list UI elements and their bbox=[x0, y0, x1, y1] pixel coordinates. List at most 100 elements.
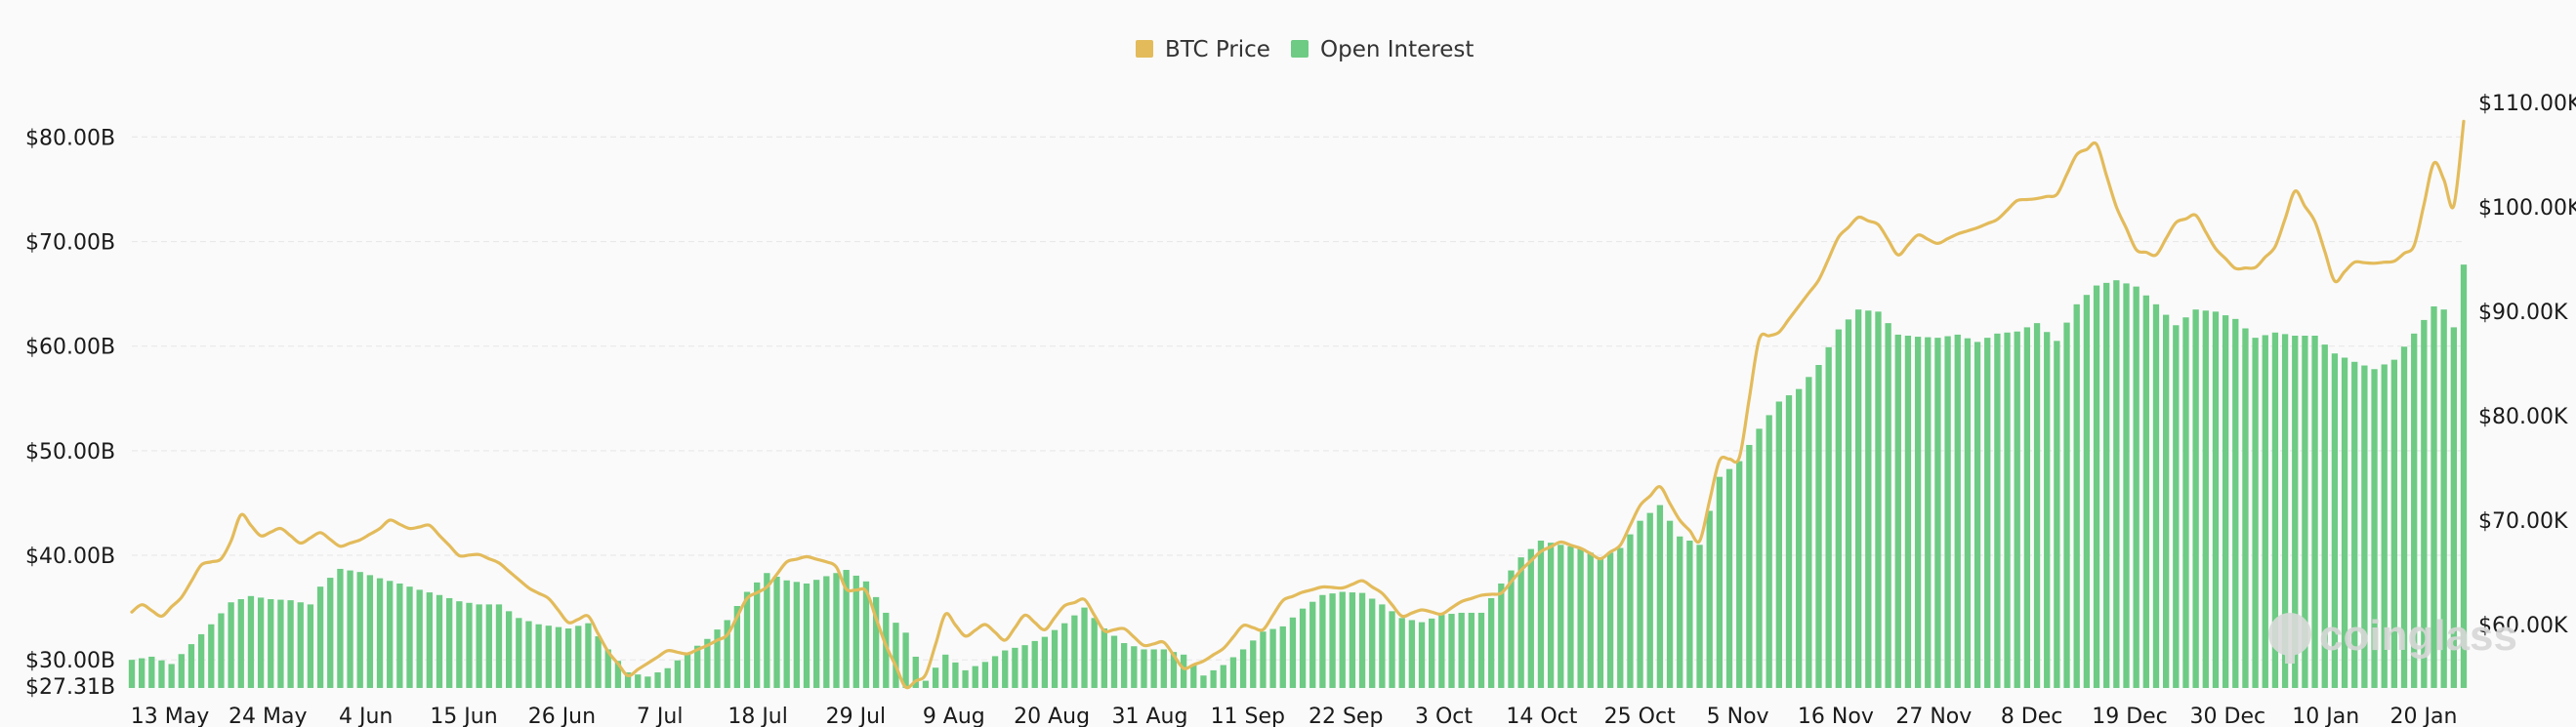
open-interest-bar bbox=[1894, 334, 1901, 688]
y-left-tick-label: $30.00B bbox=[25, 649, 115, 673]
open-interest-bar bbox=[237, 599, 244, 688]
open-interest-bar bbox=[604, 649, 611, 688]
x-tick-label: 22 Sep bbox=[1309, 705, 1383, 727]
open-interest-bar bbox=[2113, 280, 2120, 688]
open-interest-bar bbox=[783, 580, 790, 688]
open-interest-bar bbox=[2390, 359, 2398, 688]
open-interest-bar bbox=[1934, 338, 1941, 688]
open-interest-bar bbox=[1349, 592, 1356, 688]
coinglass-logo-icon bbox=[2268, 613, 2311, 664]
open-interest-bar bbox=[2460, 264, 2468, 688]
open-interest-bar bbox=[714, 629, 721, 688]
x-tick-label: 7 Jul bbox=[637, 705, 684, 727]
x-tick-label: 16 Nov bbox=[1798, 705, 1874, 727]
open-interest-bar bbox=[1854, 309, 1862, 688]
x-tick-label: 10 Jan bbox=[2292, 705, 2359, 727]
open-interest-bar bbox=[1666, 520, 1674, 688]
x-tick-label: 30 Dec bbox=[2190, 705, 2266, 727]
open-interest-bar bbox=[1835, 329, 1842, 688]
open-interest-bar bbox=[2361, 365, 2368, 688]
open-interest-bar bbox=[902, 632, 909, 688]
open-interest-bar bbox=[2142, 295, 2149, 688]
open-interest-bar bbox=[168, 664, 175, 688]
open-interest-bar bbox=[337, 568, 344, 688]
open-interest-bar bbox=[1319, 594, 1326, 688]
open-interest-bar bbox=[614, 661, 622, 688]
open-interest-bar bbox=[1081, 607, 1088, 688]
open-interest-bar bbox=[406, 586, 413, 688]
x-tick-label: 4 Jun bbox=[339, 705, 393, 727]
open-interest-bar bbox=[942, 654, 949, 688]
open-interest-bar bbox=[1746, 444, 1753, 688]
open-interest-bar bbox=[1537, 541, 1545, 688]
y-right-tick-label: $110.00K bbox=[2478, 92, 2576, 116]
open-interest-bar bbox=[1041, 636, 1049, 688]
x-tick-label: 14 Oct bbox=[1506, 705, 1577, 727]
open-interest-bar bbox=[426, 592, 433, 688]
open-interest-bar bbox=[396, 583, 403, 688]
open-interest-bar bbox=[505, 611, 513, 688]
open-interest-bar bbox=[485, 604, 492, 688]
open-interest-bar bbox=[1229, 657, 1237, 688]
legend-item[interactable]: BTC Price bbox=[1136, 37, 1270, 62]
open-interest-bar bbox=[1477, 612, 1485, 688]
open-interest-bar bbox=[2192, 309, 2199, 688]
open-interest-bar bbox=[436, 594, 443, 688]
y-left-tick-label: $50.00B bbox=[25, 440, 115, 464]
open-interest-bar bbox=[912, 656, 919, 688]
open-interest-bar bbox=[2014, 331, 2020, 688]
open-interest-bar bbox=[733, 605, 741, 688]
open-interest-bar bbox=[1329, 593, 1336, 688]
open-interest-bar bbox=[1954, 334, 1961, 688]
open-interest-bar bbox=[535, 624, 542, 688]
open-interest-bar bbox=[2123, 283, 2130, 688]
open-interest-bar bbox=[1269, 628, 1276, 688]
open-interest-bar bbox=[1170, 652, 1178, 688]
open-interest-bar bbox=[2173, 325, 2180, 688]
open-interest-bar bbox=[1527, 548, 1534, 688]
y-axis-right: $110.00K $100.00K $90.00K $80.00K $70.00K $60… bbox=[2478, 92, 2576, 638]
open-interest-bar bbox=[1239, 649, 1247, 688]
open-interest-bar bbox=[862, 581, 870, 688]
y-left-tick-label: $40.00B bbox=[25, 545, 115, 569]
x-tick-label: 24 May bbox=[229, 705, 307, 727]
open-interest-bar bbox=[644, 676, 651, 688]
open-interest-bar bbox=[347, 570, 353, 688]
legend-label: Open Interest bbox=[1320, 37, 1474, 62]
x-tick-label: 20 Aug bbox=[1014, 705, 1090, 727]
x-tick-label: 13 May bbox=[131, 705, 209, 727]
open-interest-bar bbox=[1309, 601, 1316, 688]
open-interest-bar bbox=[1210, 669, 1217, 688]
open-interest-bar bbox=[376, 578, 384, 688]
open-interest-bar bbox=[1597, 557, 1604, 688]
open-interest-bar bbox=[1180, 654, 1187, 688]
open-interest-bar bbox=[2411, 333, 2418, 688]
legend-item[interactable]: Open Interest bbox=[1291, 37, 1474, 62]
x-tick-label: 25 Oct bbox=[1604, 705, 1676, 727]
open-interest-bar bbox=[2133, 286, 2140, 688]
open-interest-bar bbox=[1517, 557, 1524, 688]
open-interest-bar bbox=[991, 656, 999, 688]
open-interest-bars bbox=[128, 264, 2468, 688]
open-interest-bar bbox=[1637, 520, 1643, 688]
open-interest-bar bbox=[2331, 353, 2339, 688]
open-interest-bar bbox=[654, 672, 661, 688]
open-interest-bar bbox=[595, 636, 602, 688]
open-interest-bar bbox=[1964, 338, 1972, 688]
x-tick-label: 20 Jan bbox=[2390, 705, 2458, 727]
open-interest-bar bbox=[1021, 645, 1028, 688]
open-interest-bar bbox=[575, 626, 582, 688]
open-interest-bar bbox=[793, 582, 800, 688]
open-interest-bar bbox=[356, 572, 363, 688]
open-interest-bar bbox=[2232, 318, 2239, 688]
open-interest-bar bbox=[1091, 618, 1098, 688]
open-interest-bar bbox=[2073, 303, 2080, 688]
open-interest-bar bbox=[247, 595, 255, 688]
open-interest-bar bbox=[1944, 336, 1951, 688]
open-interest-bar bbox=[1677, 536, 1683, 688]
watermark-text: coinglass bbox=[2319, 612, 2517, 660]
btc-price-line bbox=[130, 119, 2466, 690]
open-interest-bar bbox=[327, 578, 334, 688]
open-interest-bar bbox=[724, 620, 730, 688]
